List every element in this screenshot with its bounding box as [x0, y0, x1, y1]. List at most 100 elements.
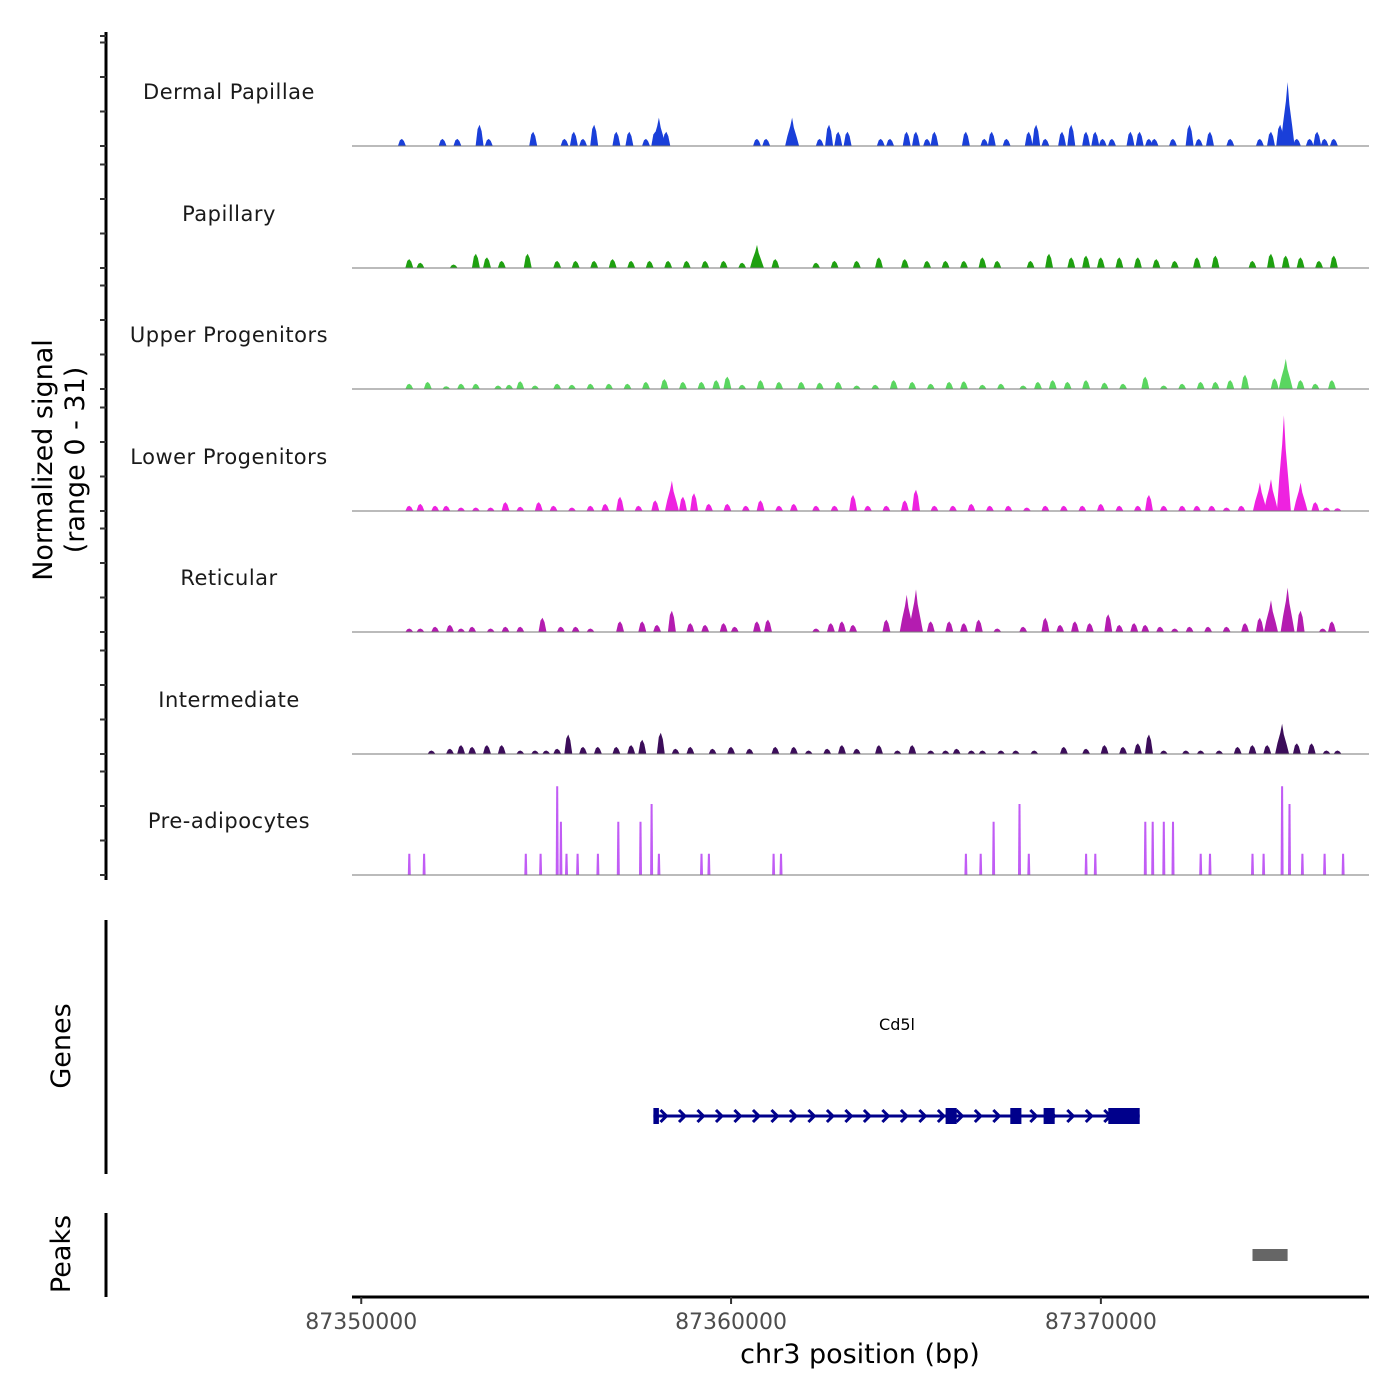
- coverage-peak: [762, 138, 771, 146]
- genes-panel-label: Genes: [46, 1003, 77, 1088]
- coverage-peak: [1115, 624, 1124, 632]
- coverage-peak: [886, 138, 895, 146]
- coverage-peak: [625, 131, 634, 146]
- track-label-intermediate: Intermediate: [158, 688, 300, 712]
- coverage-peak: [586, 383, 595, 389]
- coverage-peak: [812, 262, 821, 268]
- strand-arrow-icon: [918, 1108, 928, 1124]
- strand-arrow-icon: [844, 1108, 854, 1124]
- coverage-peak: [1262, 853, 1266, 875]
- coverage-peak: [1011, 750, 1020, 754]
- coverage-peak: [1171, 821, 1175, 875]
- coverage-peak: [945, 381, 954, 389]
- strand-arrow-icon: [770, 1108, 780, 1124]
- coverage-peak: [1178, 383, 1187, 389]
- coverage-peak: [529, 131, 538, 146]
- coverage-peak: [812, 505, 821, 511]
- coverage-peak: [657, 853, 661, 875]
- coverage-peak: [1207, 505, 1216, 511]
- coverage-peak: [422, 853, 426, 875]
- coverage-peak: [457, 628, 466, 632]
- coverage-peak: [405, 505, 414, 511]
- coverage-peak: [1208, 853, 1212, 875]
- coverage-peak: [555, 786, 559, 875]
- coverage-peak: [1276, 415, 1291, 511]
- coverage-peak: [1264, 600, 1278, 632]
- coverage-peak: [516, 381, 525, 389]
- coverage-peak: [871, 384, 880, 389]
- coverage-peak: [1280, 82, 1295, 146]
- x-tick-label: 87350000: [305, 1310, 417, 1335]
- coverage-peak: [875, 745, 883, 754]
- coverage-peak: [449, 264, 458, 268]
- genes-panel-title: Genes: [46, 1003, 77, 1088]
- coverage-peak: [1275, 723, 1290, 754]
- coverage-peak: [719, 623, 728, 632]
- track-dermal-papillae: [352, 82, 1369, 147]
- coverage-peak: [590, 260, 599, 268]
- coverage-peak: [775, 505, 784, 511]
- coverage-peak: [553, 383, 562, 389]
- coverage-peak: [664, 480, 679, 511]
- y-axis-title-line1: Normalized signal: [28, 339, 59, 581]
- coverage-peak: [1248, 745, 1257, 754]
- coverage-peak: [405, 628, 414, 632]
- coverage-peak: [653, 624, 662, 632]
- coverage-peak: [849, 495, 858, 511]
- coverage-peak: [826, 623, 835, 632]
- coverage-peak: [1041, 505, 1050, 511]
- coverage-peak: [505, 384, 514, 389]
- coverage-peak: [852, 385, 861, 389]
- strand-arrow-icon: [825, 1108, 836, 1124]
- coverage-peak: [1322, 507, 1331, 511]
- coverage-peak: [1045, 253, 1054, 268]
- coverage-peak: [1019, 626, 1028, 632]
- track-lower-progenitors: [352, 415, 1369, 512]
- coverage-peak: [1048, 380, 1057, 389]
- coverage-peak: [1058, 131, 1067, 146]
- coverage-peak: [1328, 380, 1336, 389]
- coverage-peak: [1170, 260, 1179, 268]
- coverage-peak: [1019, 385, 1028, 389]
- strand-arrow-icon: [677, 1108, 688, 1124]
- track-label-upper-progenitors: Upper Progenitors: [130, 323, 328, 347]
- coverage-peak: [1100, 745, 1109, 754]
- track-labels: Dermal Papillae Papillary Upper Progenit…: [130, 80, 328, 833]
- coverage-peak: [930, 505, 939, 511]
- coverage-peak: [771, 746, 780, 754]
- track-label-reticular: Reticular: [180, 566, 277, 590]
- coverage-peak: [926, 621, 935, 632]
- coverage-peak: [1115, 505, 1124, 511]
- coverage-peak: [1267, 253, 1275, 268]
- coverage-peak: [682, 260, 691, 268]
- coverage-peak: [912, 131, 920, 146]
- coverage-peak: [553, 260, 562, 268]
- coverage-peak: [616, 821, 620, 875]
- coverage-peak: [1100, 382, 1109, 389]
- coverage-peak: [516, 750, 525, 754]
- coverage-peak: [664, 260, 673, 268]
- coverage-peak: [960, 381, 968, 389]
- gene-label-cd5l: Cd5l: [879, 1015, 915, 1034]
- coverage-peak: [830, 260, 839, 268]
- coverage-peak: [985, 505, 994, 511]
- coverage-peak: [1211, 255, 1220, 268]
- coverage-peak: [1041, 617, 1050, 632]
- coverage-peak: [923, 138, 932, 146]
- coverage-peak: [564, 734, 573, 754]
- coverage-peak: [1194, 138, 1203, 146]
- coverage-peak: [1108, 138, 1116, 146]
- coverage-peak: [638, 739, 647, 754]
- coverage-peak: [1251, 853, 1254, 875]
- coverage-peak: [704, 503, 713, 511]
- coverage-peak: [457, 507, 466, 511]
- coverage-peak: [941, 750, 950, 754]
- coverage-peak: [671, 748, 680, 754]
- coverage-peak: [1169, 138, 1177, 146]
- coverage-peak: [789, 746, 798, 754]
- coverage-peak: [494, 385, 503, 389]
- peak-region: [1252, 1249, 1288, 1261]
- coverage-peak: [1135, 131, 1144, 146]
- coverage-peak: [804, 750, 813, 754]
- coverage-peak: [738, 262, 747, 268]
